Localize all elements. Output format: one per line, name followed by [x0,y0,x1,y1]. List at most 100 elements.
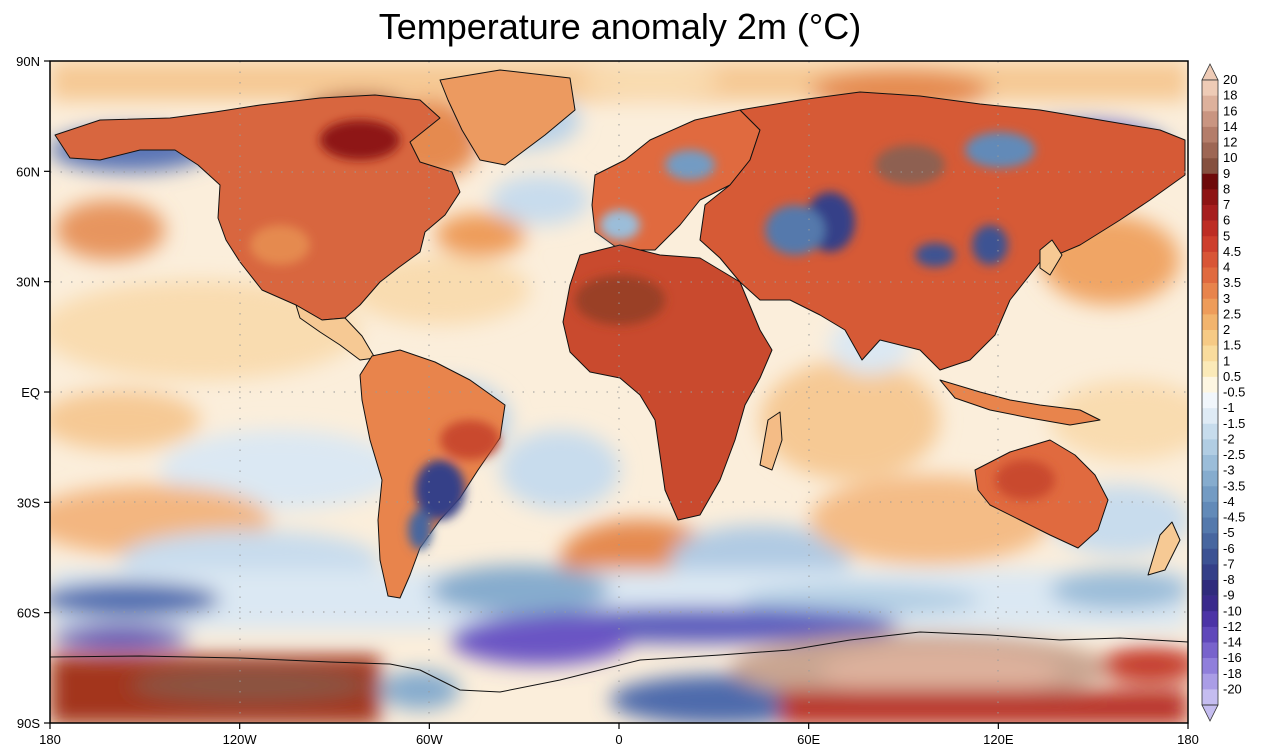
colorbar-bin [1202,95,1218,112]
colorbar-label: 3.5 [1223,275,1241,290]
lat-tick-label: 90N [16,54,40,69]
colorbar-label: 1 [1223,353,1230,368]
land-antarctica [50,631,1188,693]
colorbar-label: 10 [1223,150,1237,165]
colorbar-label: 14 [1223,119,1237,134]
colorbar-label: -0.5 [1223,385,1245,400]
anomaly-field [50,61,1188,723]
colorbar-label: -18 [1223,666,1242,681]
colorbar-bin [1202,80,1218,96]
colorbar-bin [1202,626,1218,643]
lat-tick-label: 30N [16,275,40,290]
lon-tick-label: 0 [615,732,622,747]
colorbar-bin [1202,267,1218,284]
colorbar-bin [1202,111,1218,128]
colorbar-label: 8 [1223,181,1230,196]
colorbar-label: 18 [1223,88,1237,103]
land-japan [1039,239,1063,276]
colorbar-bin [1202,345,1218,362]
colorbar-bin [1202,361,1218,378]
colorbar-bin [1202,533,1218,550]
colorbar-label: 16 [1223,103,1237,118]
colorbar-bin [1202,470,1218,487]
colorbar-label: -1.5 [1223,416,1245,431]
colorbar-bin [1202,251,1218,268]
colorbar-label: 0.5 [1223,369,1241,384]
colorbar-bin [1202,501,1218,518]
colorbar-bin [1202,330,1218,346]
colorbar-label: -9 [1223,588,1235,603]
colorbar-bin [1202,611,1218,628]
colorbar-label: 2.5 [1223,306,1241,321]
colorbar-bin [1202,439,1218,456]
colorbar-label: -10 [1223,603,1242,618]
land-asia [699,91,1186,371]
lon-tick-label: 180 [39,732,61,747]
colorbar-bin [1202,548,1218,565]
colorbar-label: -5 [1223,525,1235,540]
colorbar-bin [1202,580,1218,596]
colorbar-bin [1202,423,1218,440]
colorbar-bin [1202,283,1218,300]
colorbar-bin [1202,408,1218,425]
colorbar-label: 9 [1223,166,1230,181]
colorbar-label: 2 [1223,322,1230,337]
colorbar-bin [1202,158,1218,175]
colorbar-bin [1202,376,1218,393]
lon-tick-label: 180 [1177,732,1199,747]
colorbar-label: 6 [1223,213,1230,228]
colorbar-label: -3 [1223,463,1235,478]
colorbar-bin [1202,173,1218,190]
colorbar-label: 1.5 [1223,338,1241,353]
colorbar-min-arrow [1201,704,1219,722]
colorbar-bin [1202,142,1218,159]
lon-tick-label: 120E [983,732,1014,747]
graticule [50,61,1188,723]
colorbar-bin [1202,658,1218,675]
colorbar-bin [1202,595,1218,612]
land-central-america [295,304,376,361]
colorbar-bin [1202,205,1218,221]
colorbar-bin [1202,486,1218,503]
colorbar-bin [1202,455,1218,471]
colorbar: 201816141210987654.543.532.521.510.5-0.5… [1201,63,1245,722]
colorbar-label: -4 [1223,494,1235,509]
colorbar-label: -8 [1223,572,1235,587]
colorbar-bin [1202,673,1218,690]
colorbar-bin [1202,314,1218,331]
lon-tick-label: 60E [797,732,820,747]
colorbar-label: 4 [1223,260,1230,275]
land-greenland [439,69,576,166]
colorbar-bin [1202,392,1218,409]
colorbar-bin [1202,689,1218,706]
colorbar-max-arrow [1201,63,1219,81]
longitude-axis: 180 120W 60W 0 60E 120E 180 [39,723,1199,747]
land-new-zealand [1147,521,1181,576]
colorbar-bin [1202,564,1218,581]
colorbar-bin [1202,517,1218,534]
colorbar-label: 12 [1223,135,1237,150]
lat-tick-label: EQ [21,385,40,400]
lat-tick-label: 30S [17,495,40,510]
colorbar-bin [1202,220,1218,237]
latitude-axis: 90N 60N 30N EQ 30S 60S 90S [16,54,50,731]
colorbar-label: 3 [1223,291,1230,306]
colorbar-bin [1202,298,1218,315]
colorbar-label: -14 [1223,635,1242,650]
colorbar-label: 7 [1223,197,1230,212]
colorbar-bin [1202,236,1218,253]
land-indonesia [939,379,1101,426]
colorbar-label: -4.5 [1223,510,1245,525]
lat-tick-label: 60S [17,606,40,621]
colorbar-bin [1202,642,1218,659]
colorbar-label: -12 [1223,619,1242,634]
colorbar-label: -20 [1223,681,1242,696]
colorbar-label: 20 [1223,72,1237,87]
lat-tick-label: 90S [17,716,40,731]
colorbar-label: -2 [1223,431,1235,446]
colorbar-label: 4.5 [1223,244,1241,259]
lon-tick-label: 60W [416,732,443,747]
lon-tick-label: 120W [223,732,258,747]
colorbar-outline [1201,79,1219,706]
